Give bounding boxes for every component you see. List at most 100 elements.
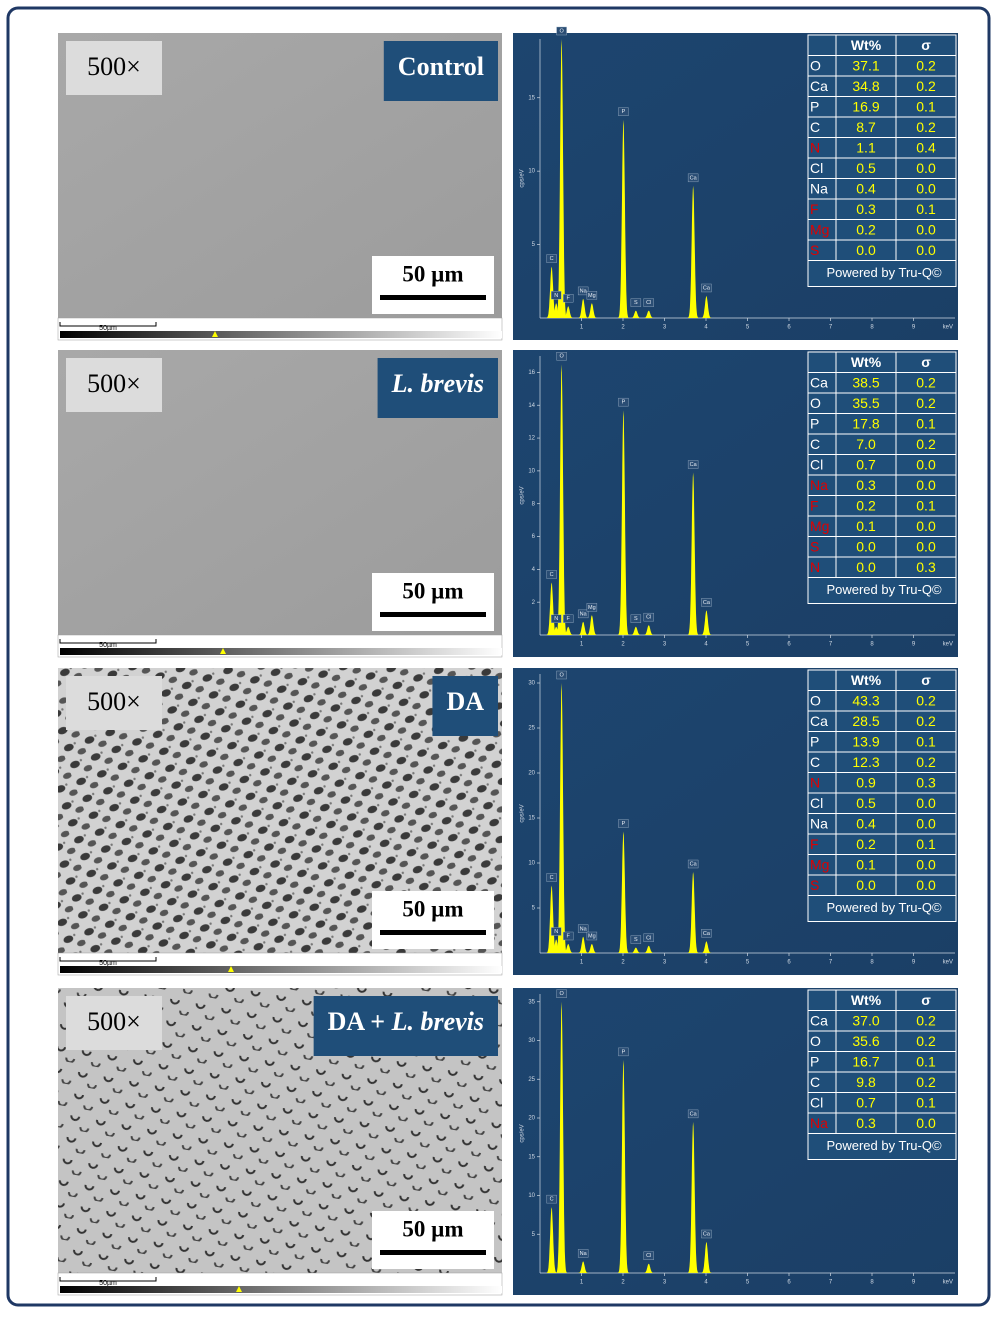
sample-label-part: L. brevis [391,369,484,398]
peak-label: C [550,572,554,578]
scale-bar [380,1250,486,1255]
peak-label: Ca [690,1111,698,1117]
peak-label: Ca [690,175,698,181]
sigma-cell: 0.4 [916,139,936,155]
sample-label: Control [398,52,484,81]
element-cell: Mg [810,518,829,534]
peak-label: O [559,991,564,997]
sigma-cell: 0.0 [916,518,936,534]
sigma-cell: 0.2 [916,374,936,390]
element-cell: O [810,395,821,411]
y-tick-label: 20 [528,771,535,777]
x-axis-label: keV [943,960,953,966]
element-cell: Na [810,1115,828,1131]
element-cell: Cl [810,456,823,472]
magnification: 500× [87,52,141,81]
peak-label: P [622,821,626,827]
y-axis-label: cps/eV [520,486,526,504]
sigma-cell: 0.0 [916,877,936,893]
sample-label: L. brevis [391,369,484,398]
peak-label: Ca [690,861,698,867]
element-cell: F [810,497,819,513]
sigma-cell: 0.3 [916,774,936,790]
sigma-cell: 0.1 [916,98,936,114]
peak-label: P [622,400,626,406]
y-axis-label: cps/eV [520,1124,526,1142]
element-cell: O [810,1033,821,1049]
sigma-cell: 0.1 [916,1053,936,1069]
wt-cell: 35.5 [852,395,879,411]
x-axis-label: keV [943,642,953,648]
wt-cell: 0.7 [856,456,876,472]
peak-label: S [634,616,638,622]
wt-cell: 12.3 [852,754,879,770]
wt-cell: 7.0 [856,436,876,452]
wt-cell: 43.3 [852,692,879,708]
micron-bar-label: 50µm [99,960,117,967]
sigma-cell: 0.1 [916,1094,936,1110]
peak-label: S [634,300,638,306]
peak-label: Na [580,926,588,932]
peak-label: P [622,109,626,115]
peak-label: Ca [703,600,711,606]
y-tick-label: 15 [528,1154,535,1160]
peak-label: O [559,672,564,678]
wt-cell: 0.0 [856,877,876,893]
scale-bar [380,295,486,300]
element-cell: S [810,877,819,893]
sigma-cell: 0.0 [916,160,936,176]
y-tick-label: 30 [528,681,535,687]
peak-label: O [559,28,564,34]
table-header: Wt% [851,992,882,1008]
wt-cell: 0.9 [856,774,876,790]
micron-bar-label: 50µm [99,642,117,649]
wt-cell: 0.0 [856,559,876,575]
peak-label: Ca [690,462,698,468]
element-cell: Ca [810,1012,828,1028]
y-axis-label: cps/eV [520,169,526,187]
sigma-cell: 0.2 [916,1033,936,1049]
peak-label: Cl [646,615,651,621]
sigma-cell: 0.0 [916,856,936,872]
wt-cell: 0.0 [856,538,876,554]
x-axis-label: keV [943,325,953,331]
peak-label: N [554,616,558,622]
wt-cell: 0.2 [856,497,876,513]
table-header: σ [921,992,931,1008]
scale-bar [380,612,486,617]
peak-label: C [550,256,554,262]
wt-cell: 35.6 [852,1033,879,1049]
peak-label: Mg [588,605,596,611]
table-footer: Powered by Tru-Q© [826,900,941,915]
peak-label: Mg [588,933,596,939]
sigma-cell: 0.2 [916,713,936,729]
wt-cell: 16.9 [852,98,879,114]
element-cell: Na [810,477,828,493]
scale-label: 50 µm [402,578,463,603]
wt-cell: 0.0 [856,242,876,258]
magnification: 500× [87,369,141,398]
wt-cell: 0.3 [856,1115,876,1131]
wt-cell: 0.5 [856,795,876,811]
wt-cell: 0.4 [856,180,876,196]
sigma-cell: 0.2 [916,754,936,770]
wt-cell: 37.1 [852,57,879,73]
element-cell: Ca [810,78,828,94]
y-tick-label: 10 [528,169,535,175]
element-cell: Na [810,180,828,196]
element-cell: F [810,836,819,852]
y-tick-label: 30 [528,1038,535,1044]
sample-label-part: Control [398,52,484,81]
sigma-cell: 0.2 [916,57,936,73]
table-header: σ [921,354,931,370]
sigma-cell: 0.3 [916,559,936,575]
element-cell: P [810,415,819,431]
sigma-cell: 0.2 [916,119,936,135]
element-cell: F [810,201,819,217]
gray-bar [60,648,502,655]
table-footer: Powered by Tru-Q© [826,582,941,597]
wt-cell: 8.7 [856,119,876,135]
element-cell: N [810,559,820,575]
peak-label: Na [580,1251,588,1257]
wt-cell: 38.5 [852,374,879,390]
